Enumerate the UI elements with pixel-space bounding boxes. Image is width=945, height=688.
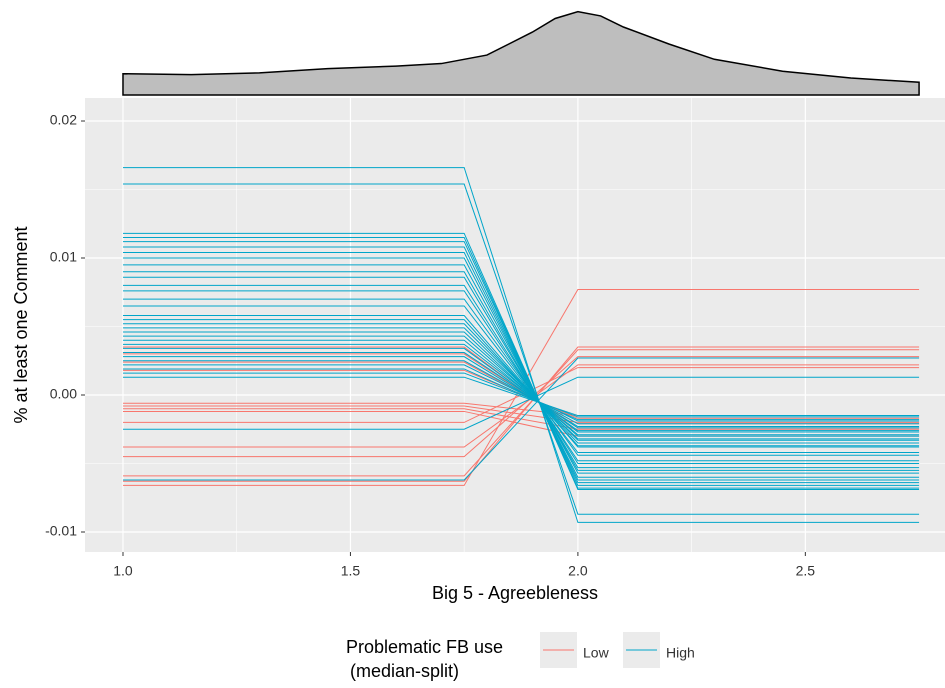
effect-line <box>122 360 920 425</box>
effect-line <box>122 252 920 481</box>
effect-line <box>122 298 920 456</box>
y-axis-title: % at least one Comment <box>11 226 31 423</box>
y-tick-label: 0.00 <box>50 386 77 402</box>
effect-line <box>122 349 920 477</box>
effect-line <box>122 356 920 458</box>
effect-line <box>122 352 920 429</box>
effect-line <box>122 241 920 486</box>
legend-label: Low <box>583 645 610 661</box>
x-tick-label: 2.0 <box>568 563 588 579</box>
legend-title: (median-split) <box>350 661 459 681</box>
effect-line <box>122 372 920 418</box>
effect-line <box>122 356 920 428</box>
density-area <box>122 10 920 96</box>
effect-line <box>122 364 920 448</box>
effect-line <box>122 284 920 465</box>
effect-line <box>122 232 920 491</box>
effect-line <box>122 405 920 423</box>
effect-line <box>122 364 920 422</box>
y-tick-label: -0.01 <box>45 523 77 539</box>
effect-line <box>122 264 920 474</box>
effect-line <box>122 331 920 440</box>
effect-line <box>122 315 920 448</box>
y-tick-label: 0.01 <box>50 249 77 265</box>
x-tick-label: 2.5 <box>796 563 816 579</box>
effect-line <box>122 327 920 441</box>
x-tick-label: 1.5 <box>341 563 361 579</box>
effect-line <box>122 271 920 471</box>
effect-line <box>122 357 920 481</box>
effect-line <box>122 246 920 484</box>
effect-line <box>122 376 920 430</box>
legend-label: High <box>666 645 695 661</box>
effect-line <box>122 339 920 436</box>
effect-line <box>122 347 920 432</box>
effect-line <box>122 305 920 454</box>
effect-line <box>122 183 920 515</box>
effect-line <box>122 290 920 462</box>
effect-line <box>122 167 920 523</box>
x-axis-title: Big 5 - Agreebleness <box>432 583 598 603</box>
effect-line <box>122 335 920 437</box>
y-tick-label: 0.02 <box>50 112 77 128</box>
effect-line <box>122 368 920 421</box>
effect-line <box>122 376 920 417</box>
effect-line <box>122 343 920 433</box>
legend-title: Problematic FB use <box>346 637 503 657</box>
effect-line <box>122 276 920 469</box>
x-tick-label: 1.0 <box>113 563 133 579</box>
effect-line <box>122 257 920 478</box>
